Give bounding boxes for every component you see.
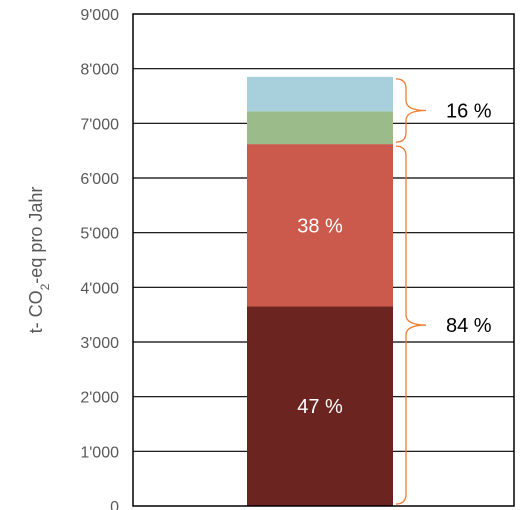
brace-annotations: 16 % 84 % (395, 78, 492, 505)
plot-area-frame (132, 13, 515, 507)
bar-segment-0 (247, 306, 393, 506)
brace-1 (395, 145, 427, 505)
y-tick-label-3: 3'000 (80, 335, 119, 352)
y-tick-label-6: 6'000 (80, 171, 119, 188)
y-axis-title: t- CO2-eq pro Jahr (26, 187, 52, 334)
bar-stack: 47 % 38 % (247, 76, 393, 506)
bar-segment-2 (247, 111, 393, 145)
bar-segment-label-0: 47 % (297, 396, 343, 418)
y-axis-ticks: 0 1'000 2'000 3'000 4'000 5'000 6'000 7'000 8'00… (80, 7, 119, 510)
brace-0 (395, 78, 427, 143)
y-tick-label-5: 5'000 (80, 226, 119, 243)
bar-segment-1 (247, 144, 393, 307)
y-tick-label-1: 1'000 (80, 444, 119, 461)
brace-label-0: 16 % (446, 100, 492, 122)
y-axis-title-pre: t- CO (26, 290, 46, 333)
bar-segment-3 (247, 76, 393, 112)
y-axis-title-post: -eq pro Jahr (26, 187, 46, 284)
y-axis-title-sub: 2 (38, 283, 52, 290)
y-tick-label-7: 7'000 (80, 116, 119, 133)
y-tick-label-4: 4'000 (80, 280, 119, 297)
y-tick-label-2: 2'000 (80, 390, 119, 407)
y-tick-label-0: 0 (110, 499, 119, 510)
y-tick-label-8: 8'000 (80, 62, 119, 79)
brace-label-1: 84 % (446, 315, 492, 337)
y-tick-label-9: 9'000 (80, 7, 119, 24)
bar-segment-label-1: 38 % (297, 215, 343, 237)
